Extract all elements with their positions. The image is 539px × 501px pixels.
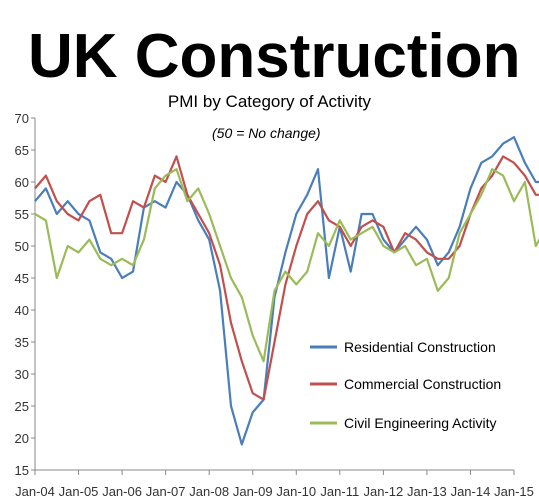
chart-title: PMI by Category of Activity	[167, 92, 372, 111]
y-tick-label: 35	[15, 335, 29, 350]
x-tick-label: Jan-05	[59, 484, 99, 499]
y-tick-label: 45	[15, 271, 29, 286]
chart-axes	[34, 118, 514, 471]
x-tick-label: Jan-07	[146, 484, 186, 499]
y-tick-label: 40	[15, 303, 29, 318]
y-tick-label: 20	[15, 431, 29, 446]
x-tick-label: Jan-06	[102, 484, 142, 499]
x-tick-label: Jan-04	[15, 484, 55, 499]
y-tick-label: 25	[15, 399, 29, 414]
y-axis-ticks: 15 20 25 30 35 40 45 50 55 60 65 70	[15, 111, 35, 478]
y-tick-label: 15	[15, 463, 29, 478]
legend-label-commercial-construction: Commercial Construction	[344, 376, 501, 392]
x-tick-label: Jan-15	[494, 484, 534, 499]
y-tick-label: 50	[15, 239, 29, 254]
x-tick-label: Jan-11	[320, 484, 359, 499]
series-line-residential-construction	[34, 136, 539, 446]
y-tick-label: 30	[15, 367, 29, 382]
x-tick-label: Jan-14	[451, 484, 491, 499]
x-tick-label: Jan-08	[189, 484, 229, 499]
chart-annotation: (50 = No change)	[212, 125, 321, 141]
legend-label-civil-engineering-activity: Civil Engineering Activity	[344, 415, 497, 431]
x-tick-label: Jan-10	[276, 484, 316, 499]
y-tick-label: 70	[15, 111, 29, 126]
chart-legend: Residential Construction Commercial Const…	[310, 339, 501, 431]
x-tick-label: Jan-09	[233, 484, 273, 499]
y-tick-label: 60	[15, 175, 29, 190]
headline: UK Construction	[28, 22, 521, 91]
y-tick-label: 65	[15, 143, 29, 158]
legend-label-residential-construction: Residential Construction	[344, 339, 496, 355]
y-tick-label: 55	[15, 207, 29, 222]
x-axis-ticks: Jan-04 Jan-05 Jan-06 Jan-07 Jan-08 Jan-09 Jan-…	[15, 470, 534, 499]
chart-series	[34, 136, 539, 446]
series-line-commercial-construction	[34, 155, 539, 401]
x-tick-label: Jan-13	[407, 484, 447, 499]
x-tick-label: Jan-12	[363, 484, 403, 499]
series-line-civil-engineering-activity	[34, 168, 539, 363]
